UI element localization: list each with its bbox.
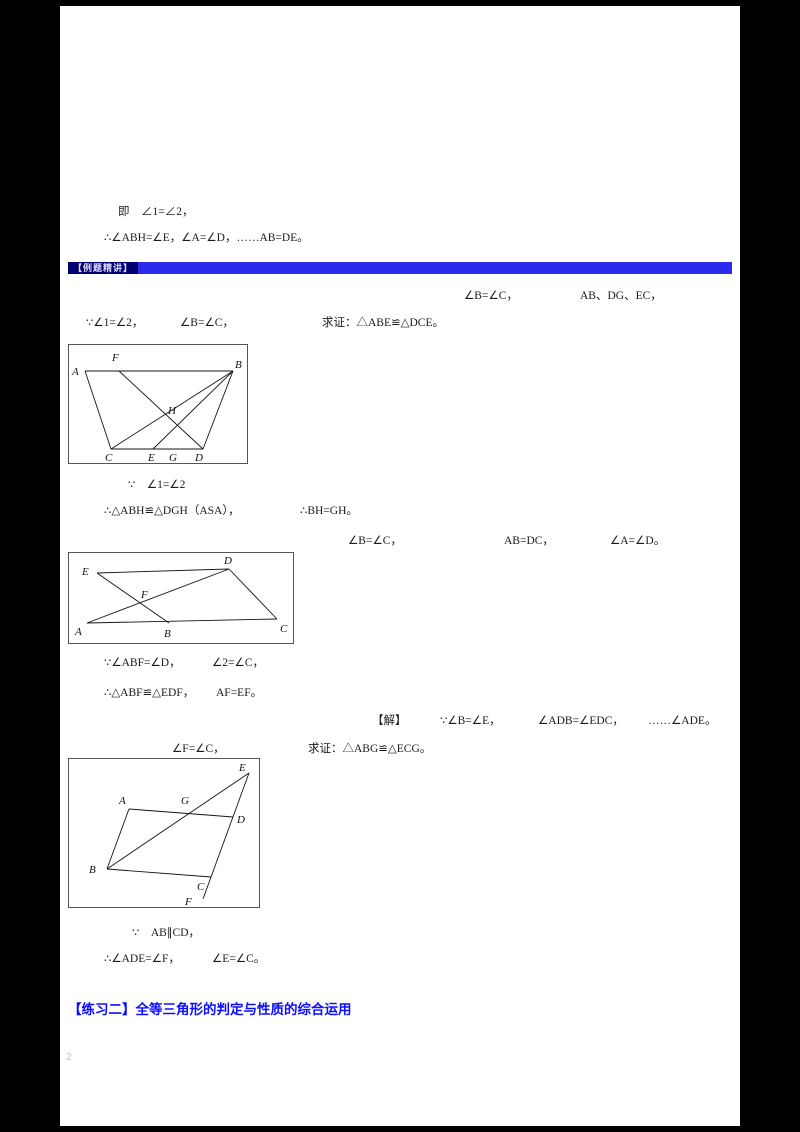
math-fragment: ∵ AB∥CD， — [132, 927, 201, 939]
point-label-B: B — [89, 864, 96, 876]
math-fragment: 求证：△ABE≌△DCE。 — [322, 317, 444, 329]
math-fragment: AB、DG、EC， — [580, 290, 662, 302]
figure-1-trapezoid: A F B H C E G D — [68, 344, 248, 464]
point-label-E: E — [147, 452, 155, 463]
figure-2-parallelogram: E D F A B C — [68, 552, 294, 644]
math-fragment: ∴△ABH≌△DGH（ASA）， — [104, 505, 240, 517]
point-label-B: B — [164, 628, 171, 640]
point-label-F: F — [184, 896, 192, 907]
math-fragment: 【解】 — [372, 715, 407, 727]
math-fragment: ∠B=∠C， — [180, 317, 234, 329]
point-label-C: C — [105, 452, 113, 463]
math-fragment: ∵∠B=∠E， — [440, 715, 501, 727]
exercise-section-heading: 【练习二】全等三角形的判定与性质的综合运用 — [68, 1002, 352, 1017]
page-number: 2 — [66, 1052, 72, 1063]
section-header-bar: 【例题精讲】 — [68, 262, 732, 274]
math-fragment: ……∠ADE。 — [648, 715, 717, 727]
math-fragment: 求证：△ABG≌△ECG。 — [308, 743, 432, 755]
figure-3-parallelogram: A G E D B C F — [68, 758, 260, 908]
math-fragment: ∴△ABF≌△EDF， — [104, 687, 195, 699]
math-fragment: ∠F=∠C， — [172, 743, 225, 755]
worksheet-page: 即 ∠1=∠2， ∴∠ABH=∠E，∠A=∠D，……AB=DE。 【例题精讲】 … — [60, 6, 740, 1126]
point-label-D: D — [236, 814, 245, 826]
math-fragment: ∵∠ABF=∠D， — [104, 657, 181, 669]
math-fragment: AF=EF。 — [216, 687, 263, 699]
point-label-F: F — [111, 352, 119, 364]
point-label-C: C — [197, 881, 205, 893]
point-label-G: G — [169, 452, 177, 463]
math-fragment: ∵∠1=∠2， — [86, 317, 144, 329]
point-label-C: C — [280, 623, 288, 635]
section-header-label: 【例题精讲】 — [68, 262, 139, 274]
point-label-A: A — [71, 366, 79, 378]
math-fragment: ∠ADB=∠EDC， — [538, 715, 624, 727]
point-label-E: E — [238, 762, 246, 774]
math-fragment: ∵ ∠1=∠2 — [128, 479, 186, 491]
point-label-H: H — [167, 405, 177, 417]
point-label-A: A — [74, 626, 82, 638]
point-label-E: E — [81, 566, 89, 578]
point-label-A: A — [118, 795, 126, 807]
point-label-D: D — [194, 452, 203, 463]
math-fragment: ∠B=∠C， — [464, 290, 518, 302]
math-fragment: ∠B=∠C， — [348, 535, 402, 547]
point-label-G: G — [181, 795, 189, 807]
math-line-top-1: 即 ∠1=∠2， — [118, 206, 194, 218]
point-label-D: D — [223, 555, 232, 567]
point-label-F: F — [140, 589, 148, 601]
math-fragment: ∴∠ADE=∠F， — [104, 953, 180, 965]
math-line-top-2: ∴∠ABH=∠E，∠A=∠D，……AB=DE。 — [104, 232, 309, 244]
math-fragment: ∠A=∠D。 — [610, 535, 666, 547]
math-fragment: ∠2=∠C， — [212, 657, 265, 669]
math-fragment: ∠E=∠C。 — [212, 953, 266, 965]
point-label-B: B — [235, 359, 242, 371]
math-fragment: ∴BH=GH。 — [300, 505, 358, 517]
math-fragment: AB=DC， — [504, 535, 554, 547]
